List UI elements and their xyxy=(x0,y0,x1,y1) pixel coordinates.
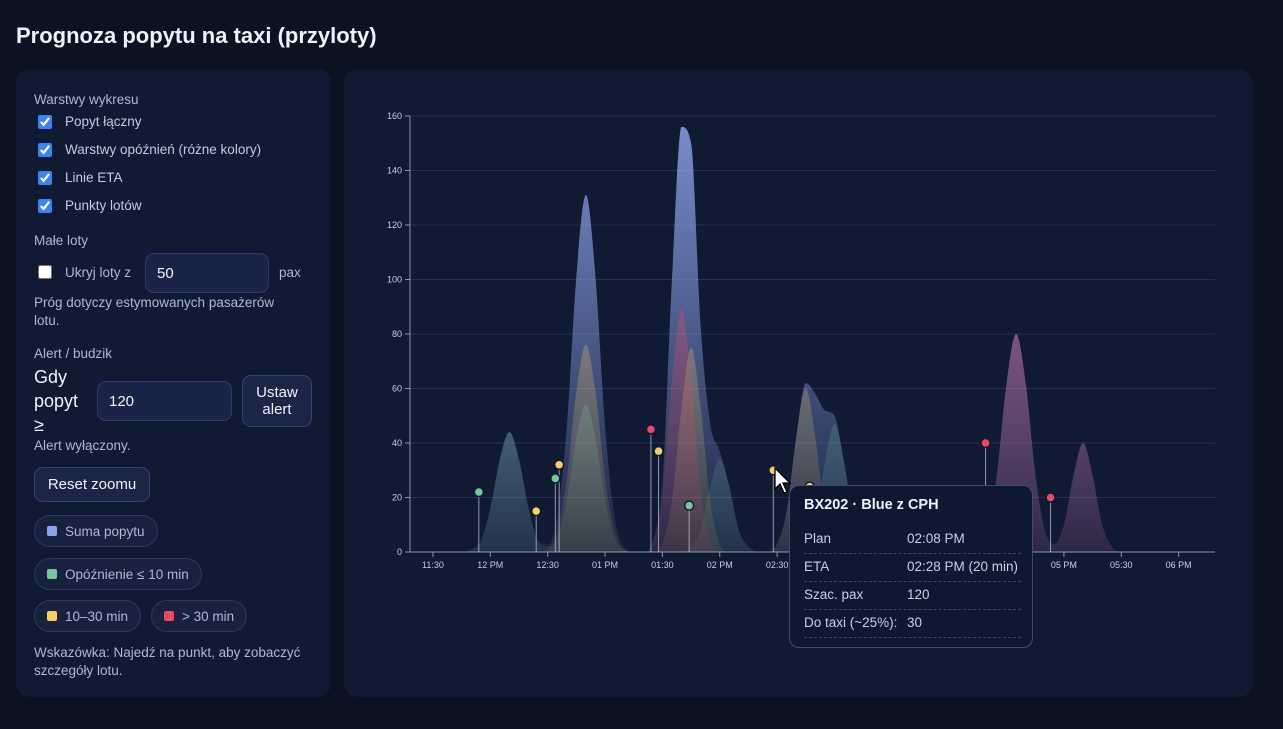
flight-point[interactable] xyxy=(980,437,991,449)
legend-chip[interactable]: Suma popytu xyxy=(34,515,158,547)
layer-checkbox[interactable] xyxy=(38,143,52,157)
legend-chip[interactable]: 10–30 min xyxy=(34,600,142,632)
y-tick-label: 80 xyxy=(392,329,402,339)
layer-checkbox[interactable] xyxy=(38,171,52,185)
tooltip-title: BX202 · Blue z CPH xyxy=(804,497,939,513)
tooltip-row: Szac. pax 120 xyxy=(804,582,1021,610)
legend-swatch xyxy=(47,569,57,579)
layer-checkbox[interactable] xyxy=(38,115,52,129)
legend-label: 10–30 min xyxy=(65,608,129,624)
flight-point[interactable] xyxy=(645,424,657,435)
alert-button[interactable]: Ustaw alert xyxy=(242,375,312,427)
tooltip-row: Plan 02:08 PM xyxy=(804,526,1021,554)
x-tick-label: 01:30 xyxy=(651,560,674,570)
layer-label: Popyt łączny xyxy=(65,114,142,129)
page-title: Prognoza popytu na taxi (przyloty) xyxy=(16,23,377,48)
reset-button[interactable]: Reset zoomu xyxy=(34,467,150,502)
cursor-arrow xyxy=(774,466,792,494)
hide-input[interactable]: 50 xyxy=(145,253,269,293)
section-label: Warstwy wykresu xyxy=(34,92,139,107)
row-label: Plan xyxy=(804,531,832,546)
x-tick-label: 06 PM xyxy=(1166,560,1192,570)
alert-prefix: Gdy popyt ≥ xyxy=(34,367,79,435)
x-tick-label: 02 PM xyxy=(707,560,733,570)
row-label: ETA xyxy=(804,559,830,574)
flight-point[interactable] xyxy=(653,445,664,457)
row-value: 120 xyxy=(907,587,930,602)
x-tick-label: 11:30 xyxy=(422,560,444,570)
y-tick-label: 60 xyxy=(392,384,402,394)
row-value: 02:28 PM (20 min) xyxy=(907,559,1019,574)
hide-label: Ukryj loty z xyxy=(65,265,132,280)
tooltip-row: ETA 02:28 PM (20 min) xyxy=(804,554,1021,582)
flight-point[interactable] xyxy=(1045,492,1056,503)
flight-point[interactable] xyxy=(550,473,561,484)
unit-label: pax xyxy=(279,265,301,280)
flight-point[interactable] xyxy=(683,500,695,511)
hint: Próg dotyczy estymowanych pasażerów lotu… xyxy=(34,295,275,328)
demand-area xyxy=(432,309,1179,552)
flight-point[interactable] xyxy=(530,505,542,517)
row-label: Do taxi (~25%): xyxy=(804,615,898,630)
flight-point[interactable] xyxy=(473,486,485,498)
y-tick-label: 140 xyxy=(387,166,402,176)
x-tick-label: 02:30 xyxy=(766,560,789,570)
legend-label: Suma popytu xyxy=(65,523,145,539)
x-tick-label: 12 PM xyxy=(477,560,503,570)
layer-label: Punkty lotów xyxy=(65,198,142,213)
y-tick-label: 0 xyxy=(397,547,402,557)
tip-text: Wskazówka: Najedź na punkt, aby zobaczyć… xyxy=(34,645,301,678)
x-tick-label: 05:30 xyxy=(1110,560,1133,570)
layer-checkbox[interactable] xyxy=(38,199,52,213)
y-tick-label: 20 xyxy=(392,493,402,503)
legend-swatch xyxy=(47,526,57,536)
section-label: Małe loty xyxy=(34,233,89,248)
legend-swatch xyxy=(47,611,57,621)
legend-label: Opóźnienie ≤ 10 min xyxy=(65,566,189,582)
y-tick-label: 100 xyxy=(387,275,402,285)
y-tick-label: 120 xyxy=(387,220,402,230)
x-tick-label: 05 PM xyxy=(1051,560,1077,570)
legend-chip[interactable]: > 30 min xyxy=(151,600,248,632)
tooltip-row: Do taxi (~25%): 30 xyxy=(804,610,1021,638)
flight-point[interactable] xyxy=(553,459,565,471)
demand-area xyxy=(432,344,1179,552)
mouse-cursor xyxy=(774,466,792,494)
y-tick-label: 160 xyxy=(387,111,402,121)
x-tick-label: 01 PM xyxy=(592,560,618,570)
layer-label: Linie ETA xyxy=(65,170,123,185)
layer-label: Warstwy opóźnień (różne kolory) xyxy=(65,142,262,157)
section-label: Alert / budzik xyxy=(34,346,113,361)
legend-chip[interactable]: Opóźnienie ≤ 10 min xyxy=(34,558,202,590)
x-tick-label: 12:30 xyxy=(536,560,559,570)
hide-checkbox[interactable] xyxy=(38,265,52,279)
legend-swatch xyxy=(164,611,174,621)
y-tick-label: 40 xyxy=(392,438,402,448)
tooltip: BX202 · Blue z CPH Plan 02:08 PM ETA 02:28… xyxy=(789,485,1033,648)
alert-status: Alert wyłączony. xyxy=(34,438,131,453)
row-value: 02:08 PM xyxy=(907,531,965,546)
legend-label: > 30 min xyxy=(182,608,235,624)
alert-input[interactable]: 120 xyxy=(97,381,232,421)
row-label: Szac. pax xyxy=(804,587,864,602)
row-value: 30 xyxy=(907,615,923,630)
